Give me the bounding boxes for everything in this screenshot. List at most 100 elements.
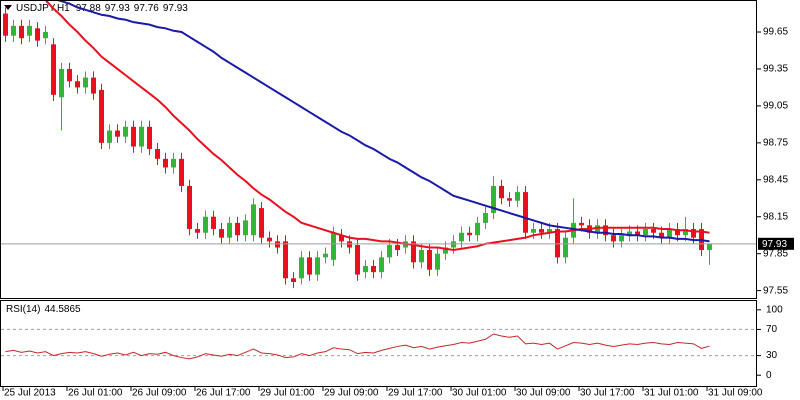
- candle-body: [371, 265, 376, 273]
- candle-body: [203, 216, 208, 233]
- candle-body: [379, 257, 384, 273]
- candle-body: [635, 231, 640, 236]
- symbol: USDJPY,H1: [16, 3, 70, 14]
- candle-body: [219, 229, 224, 238]
- candle-body: [427, 249, 432, 270]
- candle-body: [67, 68, 72, 82]
- candle-body: [91, 77, 96, 94]
- candle-body: [115, 130, 120, 137]
- open: 97.88: [76, 3, 101, 14]
- x-tick-label: 26 Jul 17:00: [196, 388, 251, 399]
- candle-body: [107, 130, 112, 143]
- candle-body: [131, 126, 136, 147]
- candle-body: [491, 185, 496, 214]
- candle-body: [707, 243, 712, 250]
- x-tick-label: 25 Jul 2013: [4, 388, 56, 399]
- candle-body: [99, 89, 104, 143]
- y-tick-label: 99.65: [763, 27, 788, 38]
- candle-body: [515, 192, 520, 201]
- candle-body: [595, 225, 600, 233]
- candle-body: [483, 213, 488, 223]
- main-plot: [3, 1, 712, 289]
- candle-body: [659, 232, 664, 238]
- candle-body: [179, 158, 184, 186]
- rsi-header: RSI(14) 44.5865: [6, 304, 81, 315]
- x-tick-label: 29 Jul 09:00: [324, 388, 379, 399]
- candle-body: [187, 185, 192, 230]
- candle-body: [123, 126, 128, 137]
- candle-body: [27, 25, 32, 36]
- rsi-y-tick-label: 100: [766, 304, 783, 315]
- candle-body: [643, 229, 648, 236]
- rsi-line: [5, 333, 710, 360]
- candle-body: [539, 229, 544, 233]
- candle-body: [275, 241, 280, 248]
- y-tick-label: 99.35: [763, 64, 788, 75]
- rsi-title: RSI(14): [6, 304, 40, 315]
- candle-body: [267, 237, 272, 242]
- last-price-box: [758, 237, 794, 250]
- rsi-value: 44.5865: [44, 304, 81, 315]
- last-price-label: 97.93: [762, 239, 787, 250]
- menu-arrow: [4, 5, 12, 10]
- candle-body: [299, 257, 304, 279]
- x-tick-label: 26 Jul 01:00: [68, 388, 123, 399]
- candle-body: [51, 44, 56, 95]
- candle-body: [291, 278, 296, 282]
- candle-body: [443, 247, 448, 254]
- x-tick-label: 31 Jul 09:00: [708, 388, 763, 399]
- main-panel: [0, 0, 757, 299]
- candle-body: [139, 126, 144, 147]
- candle-body: [323, 253, 328, 258]
- y-tick-label: 97.85: [763, 248, 788, 259]
- rsi-y-tick-label: 0: [766, 370, 772, 381]
- candle-body: [211, 216, 216, 230]
- y-tick-label: 99.05: [763, 101, 788, 112]
- candle-body: [307, 257, 312, 275]
- rsi-plot: [1, 328, 756, 360]
- x-tick-label: 31 Jul 01:00: [644, 388, 699, 399]
- candle-body: [19, 25, 24, 39]
- candle-body: [523, 192, 528, 233]
- x-tick-label: 30 Jul 09:00: [516, 388, 571, 399]
- candle-body: [579, 222, 584, 226]
- candle-body: [243, 220, 248, 236]
- y-tick-label: 98.75: [763, 137, 788, 148]
- candle-body: [339, 235, 344, 242]
- candle-body: [355, 245, 360, 275]
- chart-header: USDJPY,H1 97.88 97.93 97.76 97.93: [16, 3, 188, 14]
- candle-body: [251, 204, 256, 236]
- candle-body: [35, 28, 40, 41]
- low: 97.76: [134, 3, 159, 14]
- x-tick-label: 29 Jul 17:00: [388, 388, 443, 399]
- candle-body: [43, 32, 48, 39]
- candle-body: [627, 231, 632, 236]
- candle-body: [499, 185, 504, 199]
- candle-body: [75, 81, 80, 88]
- x-tick-label: 29 Jul 01:00: [260, 388, 315, 399]
- candle-body: [435, 253, 440, 270]
- candle-body: [555, 229, 560, 258]
- candle-body: [83, 77, 88, 88]
- candle-body: [163, 158, 168, 168]
- high: 97.93: [105, 3, 130, 14]
- candle-body: [419, 249, 424, 263]
- candle-body: [331, 232, 336, 260]
- candle-body: [3, 13, 8, 36]
- candle-body: [547, 229, 552, 233]
- candle-body: [619, 235, 624, 242]
- candle-body: [691, 229, 696, 238]
- candle-body: [395, 245, 400, 250]
- candle-body: [387, 245, 392, 258]
- x-tick-label: 30 Jul 17:00: [580, 388, 635, 399]
- candle-body: [171, 158, 176, 168]
- candle-body: [259, 208, 264, 238]
- candle-body: [651, 229, 656, 233]
- x-tick-label: 26 Jul 09:00: [132, 388, 187, 399]
- candle-body: [155, 149, 160, 159]
- candle-body: [283, 241, 288, 279]
- candle-body: [11, 25, 16, 36]
- candle-body: [459, 232, 464, 242]
- candle-body: [667, 229, 672, 238]
